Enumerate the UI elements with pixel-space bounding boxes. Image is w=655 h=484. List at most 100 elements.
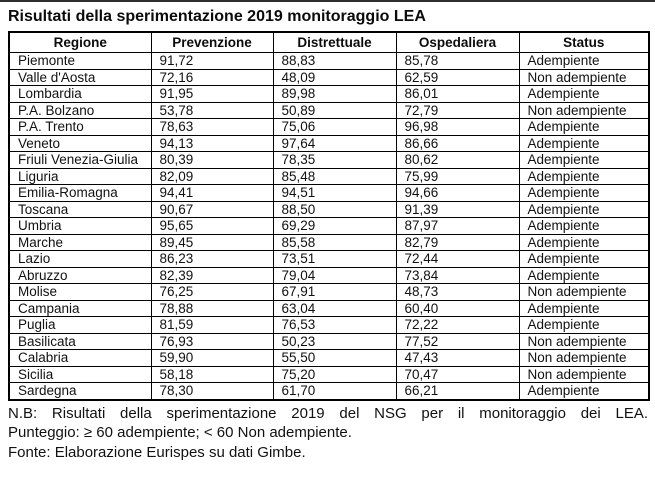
cell-distrettuale: 78,35 [272,151,397,169]
cell-ospedaliera: 86,01 [395,85,520,103]
footnote-nb: N.B: Risultati della sperimentazione 201… [8,404,648,422]
table-row: Basilicata 76,93 50,23 77,52 Non adempiente [8,332,650,350]
cell-status: Non adempiente [518,332,650,350]
cell-ospedaliera: 60,40 [395,299,520,317]
cell-status: Adempiente [518,299,650,317]
cell-status: Adempiente [518,266,650,284]
col-header-prevenzione: Prevenzione [150,31,274,53]
table-row: Emilia-Romagna 94,41 94,51 94,66 Adempiente [8,184,650,202]
cell-ospedaliera: 62,59 [395,68,520,86]
table-row: Friuli Venezia-Giulia 80,39 78,35 80,62 Adem… [8,151,650,169]
cell-ospedaliera: 70,47 [395,365,520,383]
cell-prevenzione: 78,63 [150,118,274,136]
cell-ospedaliera: 94,66 [395,184,520,202]
col-header-status: Status [518,31,650,53]
cell-ospedaliera: 72,79 [395,101,520,119]
table-row: Puglia 81,59 76,53 72,22 Adempiente [8,316,650,334]
table-row: Molise 76,25 67,91 48,73 Non adempiente [8,283,650,301]
cell-regione: Puglia [8,316,152,334]
cell-regione: Liguria [8,167,152,185]
cell-prevenzione: 81,59 [150,316,274,334]
cell-prevenzione: 78,30 [150,382,274,400]
cell-distrettuale: 94,51 [272,184,397,202]
cell-distrettuale: 50,23 [272,332,397,350]
cell-prevenzione: 95,65 [150,217,274,235]
cell-regione: Toscana [8,200,152,218]
cell-ospedaliera: 86,66 [395,134,520,152]
cell-status: Adempiente [518,316,650,334]
cell-status: Non adempiente [518,101,650,119]
cell-regione: Molise [8,283,152,301]
cell-distrettuale: 89,98 [272,85,397,103]
cell-status: Adempiente [518,184,650,202]
cell-regione: Friuli Venezia-Giulia [8,151,152,169]
cell-prevenzione: 86,23 [150,250,274,268]
col-header-regione: Regione [8,31,152,53]
cell-regione: Emilia-Romagna [8,184,152,202]
cell-regione: Veneto [8,134,152,152]
table-row: Sardegna 78,30 61,70 66,21 Adempiente [8,382,650,400]
cell-prevenzione: 90,67 [150,200,274,218]
cell-regione: Piemonte [8,52,152,70]
table-row: Piemonte 91,72 88,83 85,78 Adempiente [8,52,650,70]
cell-regione: Sicilia [8,365,152,383]
cell-distrettuale: 55,50 [272,349,397,367]
table-row: Campania 78,88 63,04 60,40 Adempiente [8,299,650,317]
cell-status: Adempiente [518,217,650,235]
cell-ospedaliera: 96,98 [395,118,520,136]
cell-distrettuale: 63,04 [272,299,397,317]
cell-prevenzione: 58,18 [150,365,274,383]
table-row: Umbria 95,65 69,29 87,97 Adempiente [8,217,650,235]
cell-distrettuale: 97,64 [272,134,397,152]
cell-regione: Lombardia [8,85,152,103]
cell-status: Adempiente [518,118,650,136]
table-row: Liguria 82,09 85,48 75,99 Adempiente [8,167,650,185]
cell-status: Adempiente [518,151,650,169]
cell-regione: Marche [8,233,152,251]
cell-ospedaliera: 82,79 [395,233,520,251]
cell-ospedaliera: 75,99 [395,167,520,185]
cell-distrettuale: 76,53 [272,316,397,334]
cell-status: Non adempiente [518,68,650,86]
table-row: Lombardia 91,95 89,98 86,01 Adempiente [8,85,650,103]
cell-status: Non adempiente [518,365,650,383]
cell-prevenzione: 82,39 [150,266,274,284]
cell-prevenzione: 72,16 [150,68,274,86]
cell-ospedaliera: 87,97 [395,217,520,235]
cell-prevenzione: 53,78 [150,101,274,119]
cell-prevenzione: 91,72 [150,52,274,70]
cell-regione: Sardegna [8,382,152,400]
cell-ospedaliera: 80,62 [395,151,520,169]
cell-ospedaliera: 85,78 [395,52,520,70]
cell-distrettuale: 48,09 [272,68,397,86]
cell-regione: Basilicata [8,332,152,350]
cell-regione: Umbria [8,217,152,235]
table-header-row: Regione Prevenzione Distrettuale Ospedal… [8,31,650,53]
cell-regione: Lazio [8,250,152,268]
cell-prevenzione: 80,39 [150,151,274,169]
cell-prevenzione: 91,95 [150,85,274,103]
table-row: P.A. Bolzano 53,78 50,89 72,79 Non adempient… [8,101,650,119]
cell-prevenzione: 78,88 [150,299,274,317]
cell-status: Adempiente [518,200,650,218]
cell-status: Non adempiente [518,283,650,301]
page-title: Risultati della sperimentazione 2019 mon… [8,8,426,25]
cell-regione: Abruzzo [8,266,152,284]
cell-ospedaliera: 48,73 [395,283,520,301]
cell-distrettuale: 79,04 [272,266,397,284]
cell-regione: Valle d'Aosta [8,68,152,86]
top-rule-divider [0,0,655,2]
footnote-punteggio: Punteggio: ≥ 60 adempiente; < 60 Non ade… [8,424,352,441]
cell-distrettuale: 69,29 [272,217,397,235]
cell-prevenzione: 76,93 [150,332,274,350]
table-row: Lazio 86,23 73,51 72,44 Adempiente [8,250,650,268]
lea-results-table: Regione Prevenzione Distrettuale Ospedal… [8,31,650,401]
table-row: Abruzzo 82,39 79,04 73,84 Adempiente [8,266,650,284]
table-body: Piemonte 91,72 88,83 85,78 Adempiente Valle d… [8,52,650,400]
cell-ospedaliera: 66,21 [395,382,520,400]
col-header-distrettuale: Distrettuale [272,31,397,53]
footnote-fonte: Fonte: Elaborazione Eurispes su dati Gim… [8,443,306,461]
table-row: P.A. Trento 78,63 75,06 96,98 Adempiente [8,118,650,136]
cell-prevenzione: 82,09 [150,167,274,185]
